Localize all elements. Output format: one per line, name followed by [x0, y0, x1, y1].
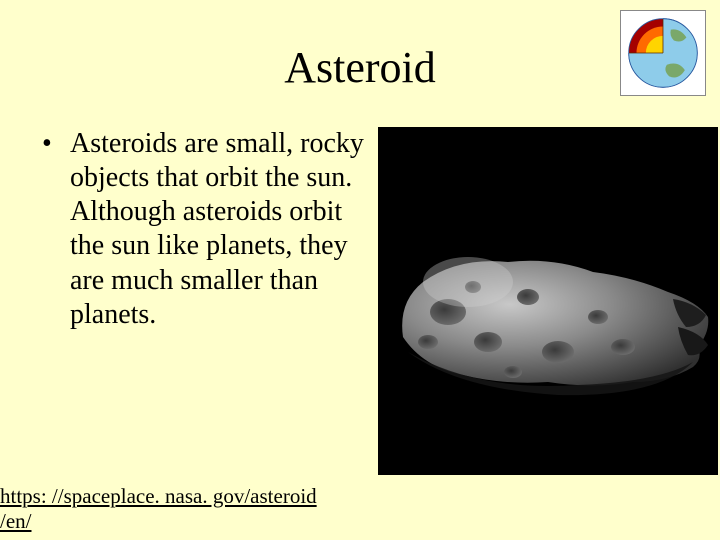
- source-link[interactable]: https: //spaceplace. nasa. gov/asteroid …: [0, 484, 317, 534]
- bullet-item: Asteroids are small, rocky objects that …: [36, 127, 366, 332]
- link-text-line2: /en/: [0, 509, 32, 533]
- link-text-line1: https: //spaceplace. nasa. gov/asteroid: [0, 484, 317, 508]
- bullet-column: Asteroids are small, rocky objects that …: [36, 127, 366, 475]
- page-title: Asteroid: [0, 0, 720, 93]
- content-row: Asteroids are small, rocky objects that …: [0, 93, 720, 475]
- earth-cutaway-icon: [620, 10, 706, 96]
- asteroid-image: [378, 127, 718, 475]
